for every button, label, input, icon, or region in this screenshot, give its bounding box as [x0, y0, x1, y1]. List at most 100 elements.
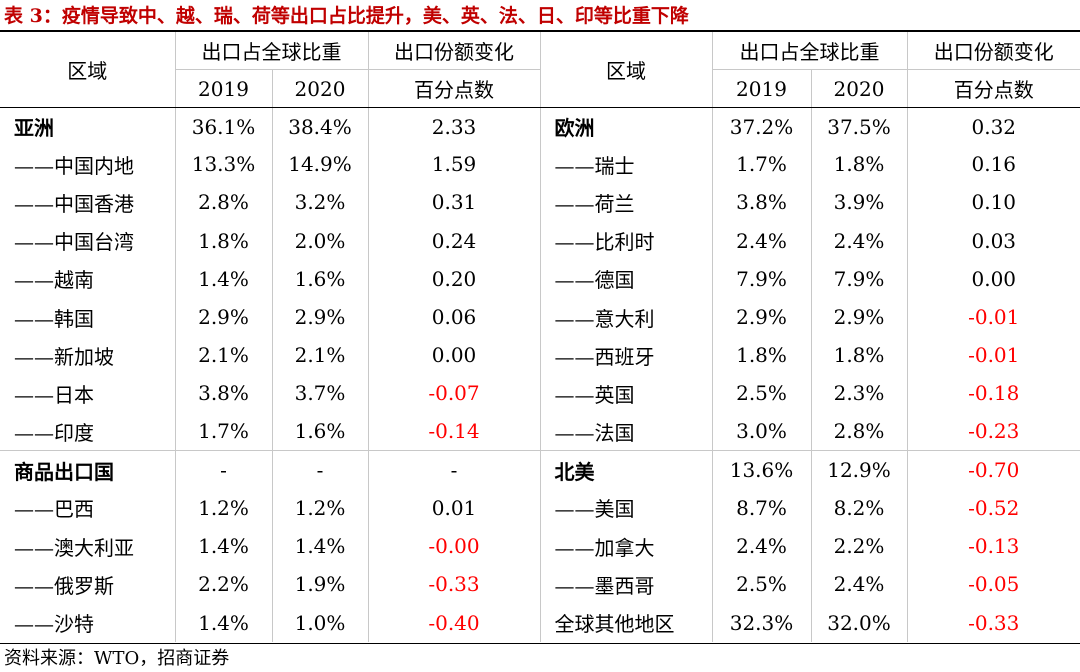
- right-change-cell: -0.01: [906, 297, 1080, 337]
- right-share-2020-cell: 1.8%: [810, 336, 907, 375]
- left-share-2020-cell: 2.9%: [271, 297, 368, 337]
- left-share-2020-cell: 1.6%: [271, 259, 368, 298]
- left-change-cell: 1.59: [367, 145, 540, 184]
- right-share-2020-cell: 8.2%: [810, 488, 907, 528]
- right-change-cell: -0.70: [906, 450, 1080, 489]
- right-change-cell: 0.16: [906, 145, 1080, 184]
- left-region-cell: ——沙特: [14, 612, 94, 637]
- table-row: ——新加坡 2.1% 2.1% 0.00 ——西班牙 1.8% 1.8% -0.01: [0, 336, 1080, 375]
- right-share-2020-cell: 37.5%: [810, 107, 907, 146]
- right-change-cell: 0.00: [906, 259, 1080, 298]
- header-share-left: 出口占全球比重: [174, 32, 368, 70]
- left-change-cell: -0.07: [367, 374, 540, 413]
- right-region-cell: ——墨西哥: [539, 565, 712, 604]
- right-share-2019-cell: 7.9%: [711, 259, 811, 298]
- right-region-cell: ——加拿大: [539, 527, 712, 566]
- left-region-cell: ——日本: [14, 382, 94, 407]
- right-region-cell: 欧洲: [539, 107, 712, 146]
- left-share-2020-cell: 1.0%: [271, 603, 368, 642]
- table-row: ——中国内地 13.3% 14.9% 1.59 ——瑞士 1.7% 1.8% 0.16: [0, 145, 1080, 184]
- top-rule: [0, 30, 1080, 32]
- table-row: ——越南 1.4% 1.6% 0.20 ——德国 7.9% 7.9% 0.00: [0, 259, 1080, 298]
- right-share-2020-cell: 7.9%: [810, 259, 907, 298]
- right-share-2020-cell: 32.0%: [810, 603, 907, 642]
- left-region-cell: 商品出口国: [0, 450, 175, 489]
- left-share-2019-cell: 1.7%: [174, 412, 272, 451]
- header-change-left: 出口份额变化: [367, 32, 540, 70]
- right-share-2019-cell: 2.4%: [711, 221, 811, 260]
- export-share-table: 区域 出口占全球比重 出口份额变化 区域 出口占全球比重 出口份额变化 2019…: [0, 32, 1080, 642]
- right-share-2019-cell: 1.8%: [711, 336, 811, 375]
- right-share-2019-cell: 3.8%: [711, 183, 811, 222]
- left-change-cell: -: [367, 450, 540, 489]
- left-change-cell: -0.40: [367, 603, 540, 642]
- right-region-cell: ——英国: [539, 374, 712, 413]
- left-region-cell: ——中国香港: [14, 191, 134, 216]
- right-change-cell: -0.01: [906, 336, 1080, 375]
- header-region-left: 区域: [67, 59, 108, 83]
- right-share-2020-cell: 2.8%: [810, 412, 907, 451]
- left-share-2020-cell: 2.0%: [271, 221, 368, 260]
- left-share-2019-cell: 2.8%: [174, 183, 272, 222]
- right-region-cell: ——法国: [539, 412, 712, 451]
- right-region-cell: ——意大利: [539, 297, 712, 337]
- left-share-2020-cell: 1.6%: [271, 412, 368, 451]
- table-row: ——巴西 1.2% 1.2% 0.01 ——美国 8.7% 8.2% -0.52: [0, 488, 1080, 528]
- right-share-2019-cell: 3.0%: [711, 412, 811, 451]
- right-change-cell: 0.10: [906, 183, 1080, 222]
- table-row: 商品出口国 - - - 北美 13.6% 12.9% -0.70: [0, 450, 1080, 489]
- right-share-2019-cell: 1.7%: [711, 145, 811, 184]
- table-row: ——日本 3.8% 3.7% -0.07 ——英国 2.5% 2.3% -0.18: [0, 374, 1080, 413]
- header-rule: [0, 107, 1080, 108]
- right-share-2020-cell: 12.9%: [810, 450, 907, 489]
- left-share-2019-cell: 3.8%: [174, 374, 272, 413]
- right-change-cell: -0.33: [906, 603, 1080, 642]
- left-change-cell: 0.24: [367, 221, 540, 260]
- header-region-right: 区域: [539, 32, 712, 107]
- header-2019-right: 2019: [711, 69, 811, 107]
- left-share-2019-cell: 1.8%: [174, 221, 272, 260]
- right-share-2020-cell: 2.2%: [810, 527, 907, 566]
- left-share-2019-cell: 13.3%: [174, 145, 272, 184]
- left-change-cell: -0.14: [367, 412, 540, 451]
- left-share-2020-cell: 3.2%: [271, 183, 368, 222]
- left-share-2019-cell: 1.4%: [174, 527, 272, 566]
- right-change-cell: 0.32: [906, 107, 1080, 146]
- right-share-2019-cell: 2.4%: [711, 527, 811, 566]
- left-change-cell: -0.33: [367, 565, 540, 604]
- right-share-2019-cell: 2.5%: [711, 565, 811, 604]
- right-share-2019-cell: 13.6%: [711, 450, 811, 489]
- left-region-cell: ——韩国: [14, 306, 94, 331]
- left-region-cell: ——越南: [14, 268, 94, 293]
- right-region-cell: ——瑞士: [539, 145, 712, 184]
- left-change-cell: 2.33: [367, 107, 540, 146]
- header-share-right: 出口占全球比重: [711, 32, 907, 70]
- header-unit-left: 百分点数: [367, 69, 540, 107]
- left-change-cell: 0.06: [367, 297, 540, 337]
- left-share-2019-cell: 2.1%: [174, 336, 272, 375]
- left-share-2020-cell: 2.1%: [271, 336, 368, 375]
- left-share-2019-cell: 2.9%: [174, 297, 272, 337]
- right-share-2020-cell: 2.4%: [810, 565, 907, 604]
- bottom-rule: [0, 643, 1080, 644]
- right-region-cell: 全球其他地区: [539, 603, 712, 642]
- left-share-2020-cell: 14.9%: [271, 145, 368, 184]
- right-share-2019-cell: 2.9%: [711, 297, 811, 337]
- right-share-2020-cell: 1.8%: [810, 145, 907, 184]
- left-share-2019-cell: 36.1%: [174, 107, 272, 146]
- right-change-cell: -0.18: [906, 374, 1080, 413]
- right-share-2020-cell: 3.9%: [810, 183, 907, 222]
- table-row: ——沙特 1.4% 1.0% -0.40 全球其他地区 32.3% 32.0% -0.33: [0, 603, 1080, 642]
- right-share-2019-cell: 32.3%: [711, 603, 811, 642]
- right-share-2020-cell: 2.9%: [810, 297, 907, 337]
- table-body: 亚洲 36.1% 38.4% 2.33 欧洲 37.2% 37.5% 0.32 ——中国内地 13…: [0, 107, 1080, 642]
- right-region-cell: ——德国: [539, 259, 712, 298]
- table-row: ——澳大利亚 1.4% 1.4% -0.00 ——加拿大 2.4% 2.2% -0.13: [0, 527, 1080, 566]
- table-row: 亚洲 36.1% 38.4% 2.33 欧洲 37.2% 37.5% 0.32: [0, 107, 1080, 146]
- right-change-cell: -0.13: [906, 527, 1080, 566]
- header-unit-right: 百分点数: [906, 69, 1080, 107]
- left-region-cell: ——俄罗斯: [14, 573, 114, 598]
- left-share-2019-cell: 1.2%: [174, 488, 272, 528]
- header-change-right: 出口份额变化: [906, 32, 1080, 70]
- left-change-cell: 0.00: [367, 336, 540, 375]
